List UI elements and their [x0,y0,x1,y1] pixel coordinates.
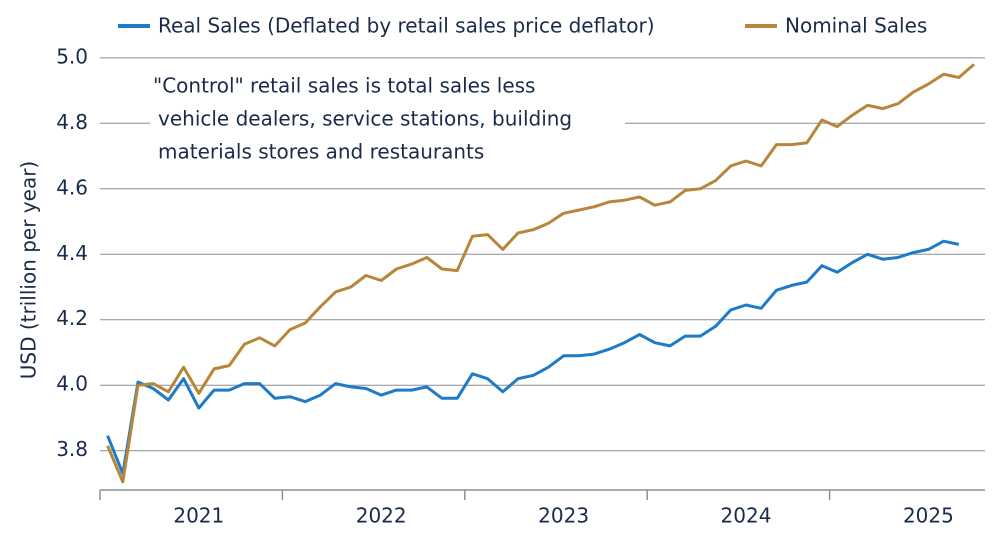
annotation-line: vehicle dealers, service stations, build… [158,107,572,131]
x-tick-label: 2025 [903,504,954,528]
y-axis-label: USD (trillion per year) [17,161,41,379]
legend-label: Nominal Sales [785,14,927,38]
y-tick-label: 4.0 [56,372,88,396]
annotation: "Control" retail sales is total sales le… [150,70,625,168]
series-line [106,239,960,476]
y-tick-label: 4.4 [56,241,88,265]
x-tick-label: 2024 [721,504,772,528]
y-tick-label: 4.2 [56,306,88,330]
annotation-bg [150,70,625,168]
legend-label: Real Sales (Deflated by retail sales pri… [158,14,655,38]
annotation-line: materials stores and restaurants [158,140,484,164]
y-tick-label: 3.8 [56,437,88,461]
annotation-line: "Control" retail sales is total sales le… [153,74,535,98]
x-tick-label: 2023 [538,504,589,528]
y-tick-label: 4.8 [56,110,88,134]
x-tick-label: 2022 [356,504,407,528]
y-tick-label: 4.6 [56,175,88,199]
series-line [106,63,975,484]
y-tick-label: 5.0 [56,44,88,68]
x-tick-label: 2021 [173,504,224,528]
